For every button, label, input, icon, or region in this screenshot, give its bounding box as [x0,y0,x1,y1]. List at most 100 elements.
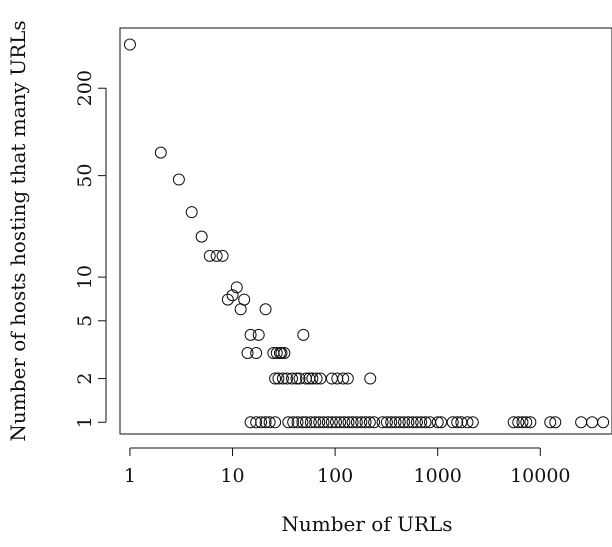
data-point [290,372,303,385]
data-point [520,416,533,429]
data-point [389,416,402,429]
data-point [293,372,306,385]
data-point [216,249,229,262]
data-point [402,416,415,429]
data-point [272,372,285,385]
data-point [410,416,423,429]
data-point [575,416,588,429]
y-tick-label: 1 [74,416,96,428]
data-point [276,372,289,385]
data-point [250,416,263,429]
data-point [172,173,185,186]
data-point [287,416,300,429]
data-point [317,416,330,429]
data-point [406,416,419,429]
data-point [337,372,350,385]
data-point [385,416,398,429]
x-axis-label: Number of URLs [281,512,452,536]
data-point [278,346,291,359]
x-tick-label: 10 [220,465,244,487]
data-point [291,416,304,429]
data-point [435,416,448,429]
x-axis: 1 10 100 1000 10000 [124,447,571,487]
data-point [226,289,239,302]
data-point [310,372,323,385]
y-axis: 1 2 5 10 50 200 [74,70,107,428]
data-point [342,416,355,429]
data-point [282,416,295,429]
data-point [446,416,459,429]
data-point [195,230,208,243]
data-point [451,416,464,429]
data-point [309,416,322,429]
y-axis-label: Number of hosts hosting that many URLs [6,20,30,441]
data-point [586,416,599,429]
data-point [306,372,319,385]
data-points [123,38,610,429]
data-point [210,249,223,262]
data-point [544,416,557,429]
y-tick-label: 10 [74,265,96,289]
data-point [241,346,254,359]
data-point [359,416,372,429]
y-tick-label: 200 [74,70,96,106]
data-point [516,416,529,429]
x-tick-label: 100 [317,465,353,487]
data-point [238,293,251,306]
data-point [415,416,428,429]
data-point [185,206,198,219]
data-point [296,416,309,429]
data-point [466,416,479,429]
data-point [263,416,276,429]
data-point [341,372,354,385]
data-point [512,416,525,429]
data-point [376,416,389,429]
data-point [393,416,406,429]
data-point [255,416,268,429]
x-tick-label: 1000 [414,465,462,487]
data-point [398,416,411,429]
data-point [549,416,562,429]
data-point [286,372,299,385]
data-point [252,328,265,341]
data-point [355,416,368,429]
data-point [259,303,272,316]
data-point [431,416,444,429]
data-point [259,416,272,429]
data-point [299,416,312,429]
data-point [321,416,334,429]
data-point [597,416,610,429]
data-point [363,416,376,429]
plot-frame [119,27,612,435]
data-point [461,416,474,429]
data-point [507,416,520,429]
data-point [330,416,343,429]
data-point [123,38,136,51]
y-tick-label: 50 [74,164,96,188]
data-point [221,293,234,306]
data-point [346,416,359,429]
data-point [364,372,377,385]
data-point [281,372,294,385]
data-point [275,346,288,359]
data-point [338,416,351,429]
data-point [524,416,537,429]
data-point [269,416,282,429]
y-tick-label: 5 [74,315,96,327]
data-point [304,416,317,429]
data-point [154,146,167,159]
data-point [350,416,363,429]
data-point [325,416,338,429]
data-point [270,346,283,359]
data-point [250,346,263,359]
y-tick-label: 2 [74,373,96,385]
data-point [297,328,310,341]
data-point [230,281,243,294]
data-point [313,416,326,429]
data-point [203,249,216,262]
data-point [380,416,393,429]
data-point [368,416,381,429]
data-point [269,372,282,385]
x-tick-label: 10000 [510,465,570,487]
